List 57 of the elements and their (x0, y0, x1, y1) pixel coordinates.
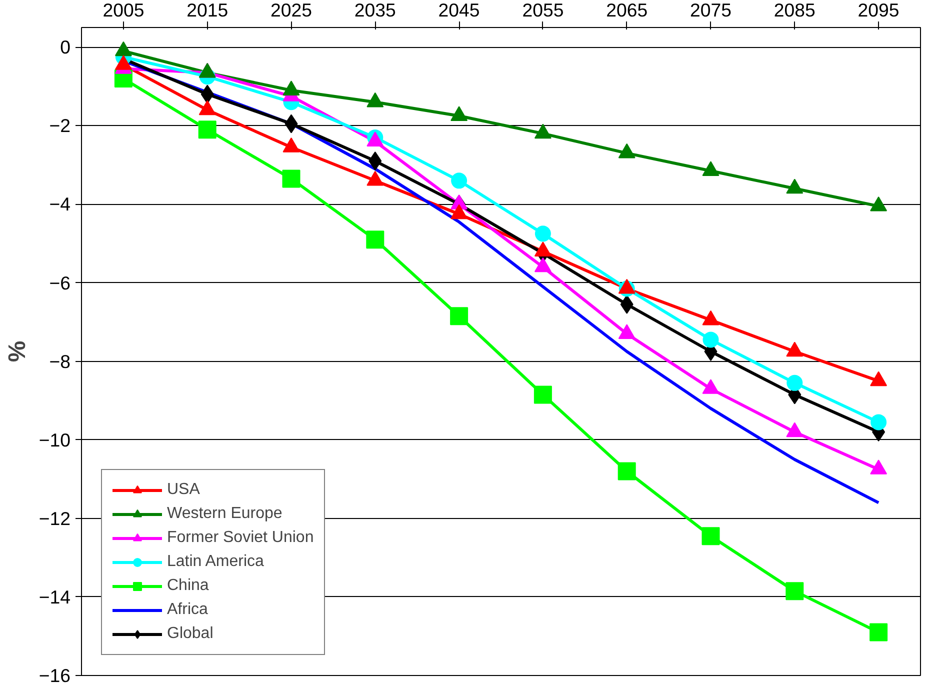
y-tick-label: −6 (49, 272, 71, 294)
legend-label: Former Soviet Union (167, 529, 314, 547)
y-tick-label: −14 (38, 586, 71, 608)
legend-label: China (167, 577, 209, 595)
point (198, 100, 216, 116)
point (282, 80, 300, 96)
point (534, 386, 552, 404)
y-axis-title: % (4, 340, 31, 362)
x-tick-label: 2015 (186, 0, 228, 20)
y-tick-label: −8 (49, 350, 71, 372)
y-tick-label: −12 (38, 508, 71, 529)
legend-label: Africa (167, 601, 208, 619)
y-tick-label: −4 (49, 194, 71, 215)
point (114, 55, 132, 70)
point (534, 242, 552, 256)
point (282, 138, 300, 152)
x-tick-label: 2045 (438, 0, 480, 20)
point (702, 332, 719, 348)
point (450, 106, 468, 121)
x-tick-label: 2095 (858, 0, 900, 20)
y-tick-label: 0 (60, 36, 71, 58)
legend-label: Western Europe (167, 505, 282, 523)
y-tick-label: −2 (49, 115, 71, 136)
point (450, 204, 468, 220)
legend-label: Global (167, 625, 214, 643)
point (870, 196, 888, 212)
point (618, 278, 636, 294)
point (786, 342, 804, 357)
point (534, 257, 552, 272)
x-tick-label: 2005 (102, 0, 144, 20)
point (870, 414, 887, 430)
x-tick-label: 2085 (774, 0, 816, 20)
point (786, 178, 804, 194)
point (366, 92, 384, 108)
x-tick-label: 2035 (354, 0, 396, 20)
point (618, 143, 636, 158)
y-tick-label: −10 (38, 429, 71, 450)
point (702, 310, 720, 326)
point (702, 161, 720, 176)
x-tick-label: 2025 (270, 0, 312, 20)
x-tick-label: 2055 (522, 0, 564, 20)
point (534, 124, 552, 139)
y-tick-label: −16 (38, 665, 71, 686)
point (786, 582, 804, 600)
x-tick-label: 2075 (690, 0, 732, 20)
point (786, 374, 803, 391)
point (450, 307, 468, 326)
point (618, 324, 636, 339)
point (870, 371, 888, 386)
point (366, 170, 384, 186)
point (870, 623, 888, 642)
x-tick-label: 2065 (606, 0, 648, 20)
point (702, 527, 720, 546)
legend-label: USA (167, 481, 200, 499)
legend-label: Latin America (167, 553, 264, 571)
point (114, 41, 132, 56)
point (618, 462, 636, 480)
